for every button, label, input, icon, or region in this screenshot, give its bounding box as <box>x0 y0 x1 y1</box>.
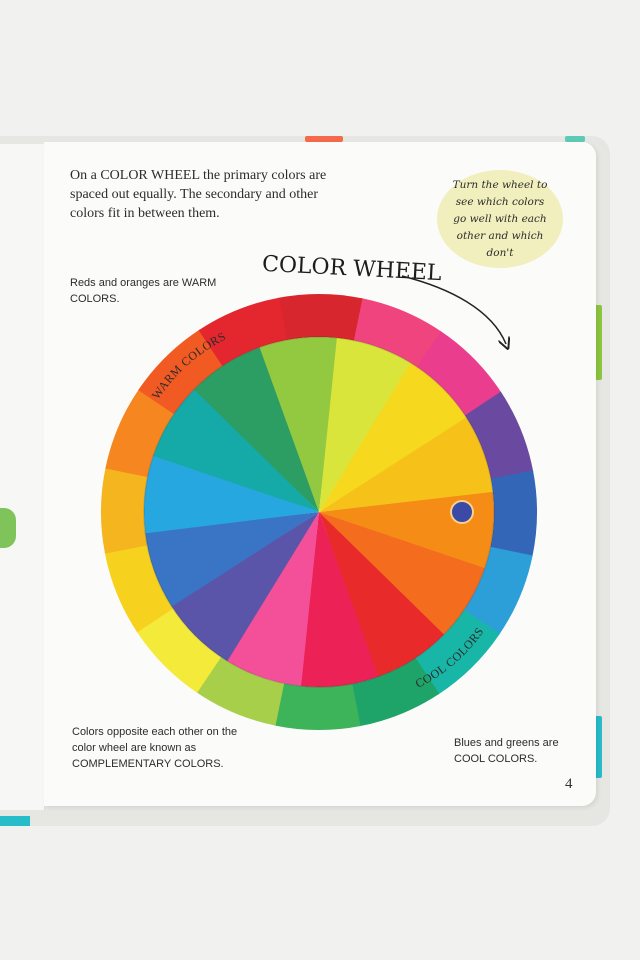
inner-disc-wedge <box>319 417 493 512</box>
inner-disc-wedge <box>319 337 412 512</box>
cool-colors-note: Blues and greens are COOL COLORS. <box>454 737 559 765</box>
page-tab-green-left <box>0 508 16 548</box>
inner-disc-wedge <box>144 454 319 534</box>
warm-colors-note: Reds and oranges are WARM COLORS. <box>70 277 217 305</box>
color-wheel-title: COLOR WHEEL <box>261 252 442 286</box>
inner-disc-edge <box>143 336 495 688</box>
inner-disc-wedge <box>319 362 467 512</box>
page-number: 4 <box>565 776 573 792</box>
hint-text: Turn the wheel to see which colors go we… <box>452 178 548 259</box>
inner-rotating-disc[interactable] <box>143 336 495 688</box>
hint-bubble: Turn the wheel to see which colors go we… <box>437 170 563 268</box>
inner-disc-wedge <box>319 512 444 678</box>
inner-disc-wedge <box>194 346 319 512</box>
complementary-colors-note: Colors opposite each other on the color … <box>72 726 238 770</box>
page-tab-orange <box>305 136 343 142</box>
turn-hole[interactable] <box>450 500 474 524</box>
page-tab-cyan <box>594 716 602 778</box>
intro-text: On a COLOR WHEEL the primary colors are … <box>70 168 327 221</box>
page-tab-blue-left <box>0 816 30 826</box>
inner-disc-wedge <box>226 512 319 687</box>
inner-disc-wedge <box>171 512 319 662</box>
title-arrow <box>401 275 506 344</box>
inner-disc-wedge <box>299 512 379 687</box>
page-tab-teal <box>565 136 585 142</box>
left-page-edge <box>0 144 45 810</box>
page-tab-green <box>594 305 602 380</box>
inner-disc-wedge <box>259 337 339 512</box>
inner-disc-wedge <box>153 388 319 512</box>
inner-disc-wedge <box>145 512 319 607</box>
inner-disc-wedge <box>319 512 485 636</box>
